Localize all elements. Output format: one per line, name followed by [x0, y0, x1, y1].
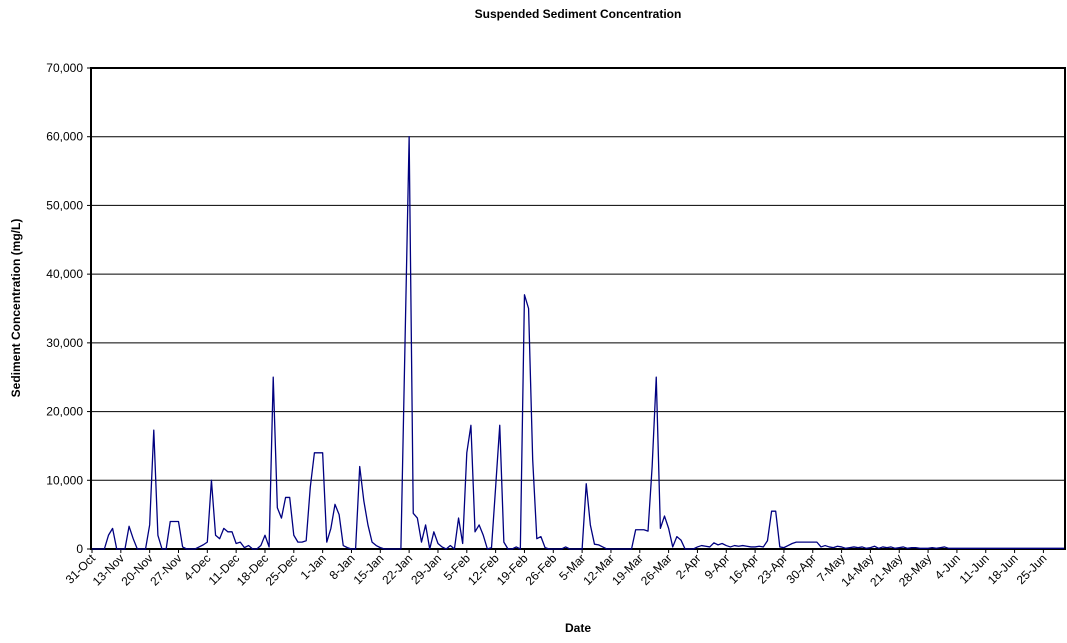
x-tick-label: 16-Apr: [726, 551, 761, 586]
x-tick-label: 12-Feb: [465, 551, 502, 588]
x-tick-label: 26-Mar: [638, 551, 675, 588]
chart-title: Suspended Sediment Concentration: [475, 7, 682, 21]
x-tick-label: 19-Feb: [494, 551, 531, 588]
y-tick-label: 20,000: [46, 405, 83, 419]
x-tick-label: 25-Dec: [263, 551, 300, 588]
y-tick-label: 70,000: [46, 61, 83, 75]
x-tick-label: 23-Apr: [755, 551, 790, 586]
plot-frame: [90, 67, 1066, 550]
x-tick-label: 18-Dec: [234, 551, 271, 588]
x-tick-label: 18-Jun: [985, 551, 1021, 587]
x-tick-label: 13-Nov: [90, 551, 127, 588]
x-tick-label: 20-Nov: [119, 551, 156, 588]
x-tick-label: 15-Jan: [351, 551, 387, 587]
x-axis-title: Date: [565, 621, 591, 635]
y-tick-label: 40,000: [46, 267, 83, 281]
y-tick-label: 60,000: [46, 130, 83, 144]
y-tick-label: 50,000: [46, 198, 83, 212]
x-tick-label: 12-Mar: [580, 551, 617, 588]
x-tick-label: 22-Jan: [379, 551, 415, 587]
y-tick-label: 0: [76, 542, 83, 556]
x-tick-label: 19-Mar: [609, 551, 646, 588]
y-tick-label: 30,000: [46, 336, 83, 350]
x-tick-label: 25-Jun: [1014, 551, 1050, 587]
x-tick-label: 28-May: [896, 551, 934, 589]
x-tick-label: 1-Jan: [298, 551, 329, 582]
y-tick-label: 10,000: [46, 473, 83, 487]
x-tick-label: 26-Feb: [523, 551, 560, 588]
x-tick-label: 27-Nov: [147, 551, 184, 588]
x-tick-label: 11-Jun: [957, 551, 992, 586]
x-tick-label: 30-Apr: [784, 551, 819, 586]
x-tick-label: 2-Apr: [673, 551, 704, 582]
x-tick-label: 29-Jan: [408, 551, 444, 587]
data-line: [92, 136, 1064, 550]
y-axis-title: Sediment Concentration (mg/L): [9, 219, 23, 398]
